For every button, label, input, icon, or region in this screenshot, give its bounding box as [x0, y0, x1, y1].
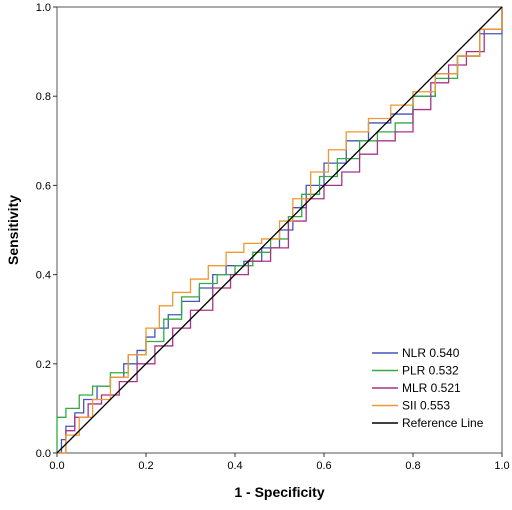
y-tick-label: 0.8	[36, 91, 51, 103]
x-tick-label: 0.0	[49, 460, 64, 472]
x-tick-label: 0.4	[227, 460, 242, 472]
x-tick-label: 0.6	[316, 460, 331, 472]
y-tick-label: 0.6	[36, 180, 51, 192]
y-tick-label: 1.0	[36, 2, 51, 14]
series-line-2	[57, 7, 503, 454]
legend-label-1: PLR 0.532	[402, 364, 459, 378]
series-line-4	[56, 6, 503, 454]
legend-label-3: SII 0.553	[402, 399, 450, 413]
y-tick-label: 0.4	[36, 270, 51, 282]
legend-label-0: NLR 0.540	[402, 346, 460, 360]
x-tick-label: 0.8	[405, 460, 420, 472]
y-axis-title: Sensitivity	[5, 195, 21, 265]
y-tick-label: 0.2	[36, 359, 51, 371]
legend-label-2: MLR 0.521	[402, 381, 461, 395]
legend-label-4: Reference Line	[402, 416, 484, 430]
y-tick-label: 0.0	[36, 448, 51, 460]
x-tick-label: 1.0	[494, 460, 509, 472]
plot-frame	[56, 6, 503, 454]
x-axis-title: 1 - Specificity	[234, 484, 324, 500]
x-tick-label: 0.2	[138, 460, 153, 472]
